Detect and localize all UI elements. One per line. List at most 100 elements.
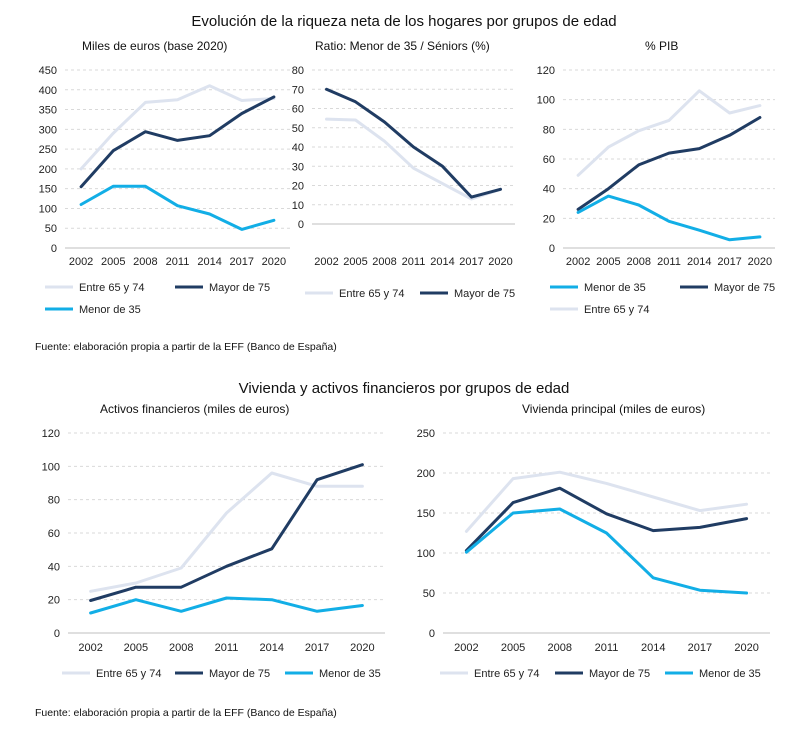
y-tick-label: 250 — [39, 144, 57, 156]
y-tick-label: 70 — [292, 84, 304, 96]
x-tick-label: 2014 — [687, 256, 711, 268]
x-tick-label: 2002 — [454, 642, 478, 654]
x-tick-label: 2017 — [230, 256, 254, 268]
x-tick-label: 2005 — [596, 256, 620, 268]
chart-2: Ratio: Menor de 35 / Séniors (%) 0 10 20 30 4… — [292, 39, 515, 300]
y-tick-label: 0 — [298, 219, 304, 231]
x-tick-label: 2008 — [133, 256, 157, 268]
y-tick-label: 0 — [54, 628, 60, 640]
series-line-menor-de-35 — [89, 596, 364, 615]
series-line-menor-de-35 — [576, 194, 762, 242]
legend-label-menor-de-35: Menor de 35 — [699, 668, 761, 680]
x-tick-label: 2008 — [626, 256, 650, 268]
y-tick-label: 30 — [292, 161, 304, 173]
y-tick-label: 100 — [42, 461, 60, 473]
x-tick-label: 2002 — [566, 256, 590, 268]
y-tick-label: 40 — [48, 561, 60, 573]
x-tick-label: 2014 — [197, 256, 221, 268]
y-tick-label: 350 — [39, 105, 57, 117]
series-line-mayor-de-75 — [464, 486, 749, 553]
y-tick-label: 80 — [543, 124, 555, 136]
y-tick-label: 100 — [417, 548, 435, 560]
figure1-source: Fuente: elaboración propia a partir de l… — [35, 341, 337, 353]
series-line-mayor-de-75 — [325, 87, 502, 199]
y-tick-label: 120 — [537, 65, 555, 77]
x-tick-label: 2017 — [688, 642, 712, 654]
legend-label-entre-65-y-74: Entre 65 y 74 — [584, 304, 649, 316]
x-tick-label: 2005 — [101, 256, 125, 268]
series-line-entre-65-y-74 — [576, 89, 762, 177]
y-tick-label: 60 — [48, 528, 60, 540]
y-tick-label: 40 — [543, 184, 555, 196]
y-tick-label: 20 — [292, 181, 304, 193]
x-tick-label: 2020 — [488, 256, 512, 268]
legend-label-menor-de-35: Menor de 35 — [319, 668, 381, 680]
legend-label-menor-de-35: Menor de 35 — [79, 304, 141, 316]
x-tick-label: 2011 — [595, 642, 619, 654]
legend-label-mayor-de-75: Mayor de 75 — [209, 668, 270, 680]
chart-4: Activos financieros (miles de euros) 0 20 4… — [42, 402, 385, 680]
x-tick-label: 2005 — [343, 256, 367, 268]
legend-label-entre-65-y-74: Entre 65 y 74 — [474, 668, 539, 680]
x-tick-label: 2017 — [459, 256, 483, 268]
y-tick-label: 80 — [48, 495, 60, 507]
y-tick-label: 250 — [417, 428, 435, 440]
y-tick-label: 40 — [292, 142, 304, 154]
x-tick-label: 2017 — [717, 256, 741, 268]
chart-5-title: Vivienda principal (miles de euros) — [522, 402, 705, 416]
y-tick-label: 0 — [51, 243, 57, 255]
y-tick-label: 60 — [543, 154, 555, 166]
figure1-title: Evolución de la riqueza neta de los hoga… — [191, 13, 616, 30]
y-tick-label: 20 — [543, 213, 555, 225]
x-tick-label: 2008 — [372, 256, 396, 268]
series-line-entre-65-y-74 — [464, 470, 749, 533]
series-line-menor-de-35 — [464, 507, 749, 595]
y-tick-label: 450 — [39, 65, 57, 77]
y-tick-label: 80 — [292, 65, 304, 77]
x-tick-label: 2014 — [641, 642, 665, 654]
legend-label-entre-65-y-74: Entre 65 y 74 — [339, 288, 404, 300]
y-tick-label: 150 — [417, 508, 435, 520]
y-tick-label: 150 — [39, 184, 57, 196]
figure2-title: Vivienda y activos financieros por grupo… — [239, 380, 570, 397]
chart-3-title: % PIB — [645, 39, 678, 53]
x-tick-label: 2008 — [169, 642, 193, 654]
chart-5: Vivienda principal (miles de euros) 0 50 10… — [417, 402, 770, 680]
y-tick-label: 50 — [45, 223, 57, 235]
series-line-mayor-de-75 — [79, 95, 276, 189]
legend-label-menor-de-35: Menor de 35 — [584, 282, 646, 294]
legend-label-mayor-de-75: Mayor de 75 — [589, 668, 650, 680]
figure2-source: Fuente: elaboración propia a partir de l… — [35, 707, 337, 719]
chart-2-title: Ratio: Menor de 35 / Séniors (%) — [315, 39, 490, 53]
x-tick-label: 2020 — [262, 256, 286, 268]
x-tick-label: 2020 — [734, 642, 758, 654]
chart-3: % PIB 0 20 40 60 80 100 120 2002 2005 2008 2011 2014… — [537, 39, 776, 316]
legend-label-mayor-de-75: Mayor de 75 — [714, 282, 775, 294]
x-tick-label: 2002 — [69, 256, 93, 268]
legend-label-mayor-de-75: Mayor de 75 — [209, 282, 270, 294]
x-tick-label: 2014 — [260, 642, 284, 654]
legend-label-entre-65-y-74: Entre 65 y 74 — [96, 668, 161, 680]
series-line-menor-de-35 — [79, 184, 276, 231]
series-line-entre-65-y-74 — [79, 84, 276, 171]
x-tick-label: 2005 — [124, 642, 148, 654]
y-tick-label: 400 — [39, 85, 57, 97]
y-tick-label: 100 — [39, 203, 57, 215]
y-tick-label: 20 — [48, 595, 60, 607]
y-tick-label: 300 — [39, 124, 57, 136]
chart-4-title: Activos financieros (miles de euros) — [100, 402, 289, 416]
x-tick-label: 2014 — [430, 256, 454, 268]
x-tick-label: 2008 — [548, 642, 572, 654]
x-tick-label: 2011 — [657, 256, 681, 268]
legend-label-entre-65-y-74: Entre 65 y 74 — [79, 282, 144, 294]
y-tick-label: 200 — [417, 468, 435, 480]
chart-1-title: Miles de euros (base 2020) — [82, 39, 227, 53]
chart-1: Miles de euros (base 2020) 0 50 100 150 200 25… — [39, 39, 290, 316]
x-tick-label: 2011 — [166, 256, 190, 268]
series-line-entre-65-y-74 — [89, 471, 364, 593]
x-tick-label: 2002 — [78, 642, 102, 654]
x-tick-label: 2005 — [501, 642, 525, 654]
y-tick-label: 0 — [549, 243, 555, 255]
x-tick-label: 2011 — [402, 256, 426, 268]
